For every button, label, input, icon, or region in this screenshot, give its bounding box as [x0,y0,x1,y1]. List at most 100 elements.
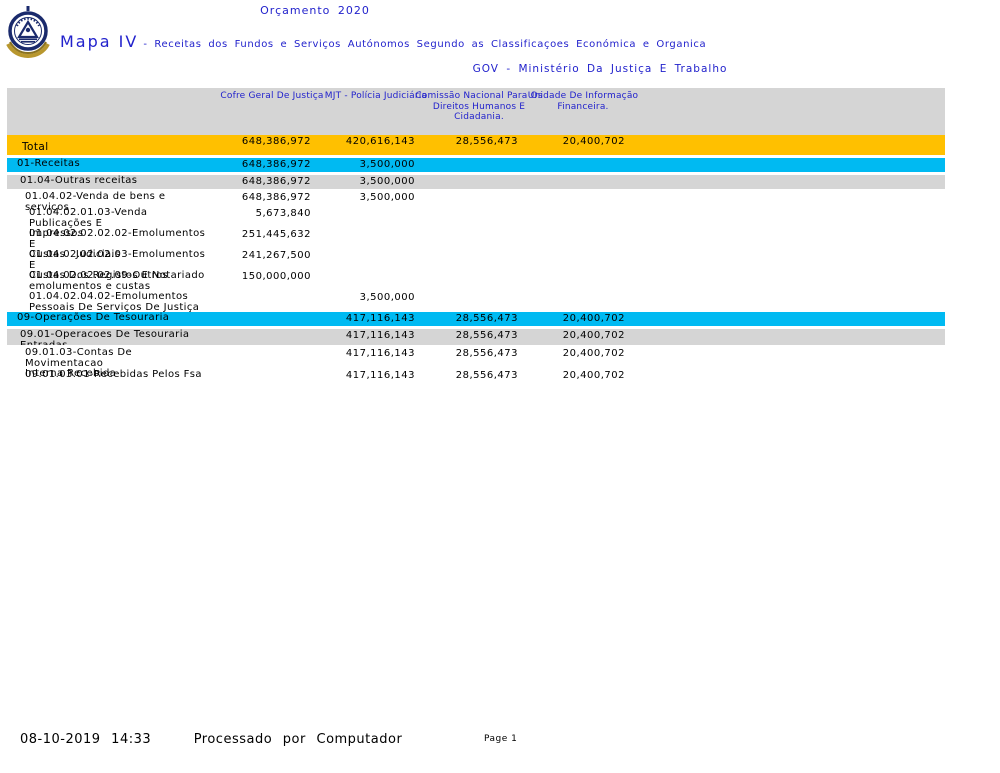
row-value [415,207,518,208]
footer-processed-by: Processado por Computador [193,732,403,747]
column-header-cofre-geral: Cofre Geral De Justiça [220,91,324,101]
budget-year-title: Orçamento 2020 [260,4,370,17]
row-value: 28,556,473 [455,136,518,147]
table-row: 01.04.02.02.02.09-Outros emolumentos e c… [7,270,945,291]
row-value [311,228,415,229]
row-value: 5,673,840 [255,208,311,219]
row-label: 09-Operações De Tesouraria [17,312,170,323]
row-value [207,291,311,292]
table-row: 01.04.02.04.02-Emolumentos Pessoais De S… [7,291,945,312]
row-label: 01.04.02-Venda de bens e serviços [25,191,170,213]
row-value [518,228,625,229]
row-value [518,291,625,292]
budget-table: Cofre Geral De Justiça MJT - Polícia Jud… [7,88,945,384]
row-value: 20,400,702 [562,330,625,341]
row-value [415,158,518,159]
row-value [415,270,518,271]
map-subtitle: - Receitas dos Fundos e Serviços Autónom… [143,39,707,50]
table-header: Cofre Geral De Justiça MJT - Polícia Jud… [7,88,945,135]
row-value [207,347,311,348]
table-row: 01.04.02.02.02.02-Emolumentos E Custas J… [7,228,945,260]
row-label: 01.04.02.02.02.02-Emolumentos E Custas J… [29,228,206,260]
page-number: Page 1 [484,734,518,744]
row-value [518,158,625,159]
table-row: 01-Receitas 648,386,972 3,500,000 [7,158,945,172]
row-value: 417,116,143 [345,348,415,359]
row-value [415,175,518,176]
row-value: 3,500,000 [359,159,415,170]
row-value [311,249,415,250]
row-value: 150,000,000 [241,271,311,282]
row-label: 01.04.02.04.02-Emolumentos Pessoais De S… [29,291,200,313]
row-value [415,228,518,229]
table-row: 09.01.03.01-Recebidas Pelos Fsa 417,116,1… [7,369,945,384]
national-emblem-logo [4,6,52,59]
table-row: 01.04.02.02.02.03-Emolumentos E Custas D… [7,249,945,281]
row-value [518,270,625,271]
ministry-title: GOV - Ministério Da Justiça E Trabalho [472,63,728,75]
column-header-policia-judiciaria: MJT - Polícia Judiciária [324,91,428,101]
row-value: 20,400,702 [562,348,625,359]
row-label: 01.04.02.01.03-Venda Publicações E Impre… [29,207,148,239]
emblem-triangle [17,19,39,39]
row-value [207,329,311,330]
row-value: 28,556,473 [455,370,518,381]
map-number-title: Mapa IV [60,32,139,51]
row-value: 28,556,473 [455,348,518,359]
row-value: 3,500,000 [359,192,415,203]
row-value: 28,556,473 [455,313,518,324]
row-value [207,312,311,313]
column-header-unidade-informacao: Unidade De Informação Financeira. [527,91,639,112]
row-value: 28,556,473 [455,330,518,341]
row-value [518,207,625,208]
table-body: Total 648,386,972 420,616,143 28,556,473 20,… [7,135,945,384]
row-value [415,191,518,192]
emblem-torch [25,27,31,33]
row-label: 01.04.02.02.02.09-Outros emolumentos e c… [29,270,169,292]
row-value [518,249,625,250]
row-value: 20,400,702 [562,313,625,324]
row-value [207,369,311,370]
row-label: 09.01-Operacoes De Tesouraria Entradas [20,329,190,345]
row-value [415,291,518,292]
column-header-comissao-nacional: Comissão Nacional Para Os Direitos Human… [415,91,543,122]
row-value: 251,445,632 [241,229,311,240]
table-row: 01.04.02-Venda de bens e serviços 648,386… [7,191,945,212]
table-row: 09.01-Operacoes De Tesouraria Entradas 41… [7,329,945,345]
row-label: 09.01.03.01-Recebidas Pelos Fsa [25,369,202,380]
footer-timestamp: 08-10-2019 14:33 [20,732,152,747]
row-label: 09.01.03-Contas De Movimentacao Interna … [25,347,133,379]
row-label: 01.04-Outras receitas [20,175,138,186]
report-title-line: Mapa IV - Receitas dos Fundos e Serviços… [60,32,960,51]
row-value: 417,116,143 [345,313,415,324]
row-label: 01-Receitas [17,158,81,169]
row-value [311,207,415,208]
row-value: 3,500,000 [359,292,415,303]
table-row: 09-Operações De Tesouraria 417,116,143 28,… [7,312,945,326]
row-value [518,175,625,176]
emblem-plumb [26,6,30,11]
row-label: Total [22,141,49,153]
row-value [311,270,415,271]
table-row: 09.01.03-Contas De Movimentacao Interna … [7,347,945,379]
table-row: 01.04.02.01.03-Venda Publicações E Impre… [7,207,945,239]
row-value: 20,400,702 [562,136,625,147]
row-value: 420,616,143 [345,136,415,147]
row-value [518,191,625,192]
row-value: 241,267,500 [241,250,311,261]
row-value: 648,386,972 [241,176,311,187]
row-value: 648,386,972 [241,159,311,170]
row-value: 3,500,000 [359,176,415,187]
row-value: 417,116,143 [345,370,415,381]
row-value: 20,400,702 [562,370,625,381]
row-label: 01.04.02.02.02.03-Emolumentos E Custas D… [29,249,206,281]
row-value: 648,386,972 [241,192,311,203]
footer-processing-info: 08-10-2019 14:33 Processado por Computad… [20,732,402,747]
row-value [415,249,518,250]
table-row: 01.04-Outras receitas 648,386,972 3,500,00… [7,175,945,189]
row-value: 417,116,143 [345,330,415,341]
row-value: 648,386,972 [241,136,311,147]
emblem-motto-ring [16,17,40,27]
table-row: Total 648,386,972 420,616,143 28,556,473 20,… [7,135,945,155]
